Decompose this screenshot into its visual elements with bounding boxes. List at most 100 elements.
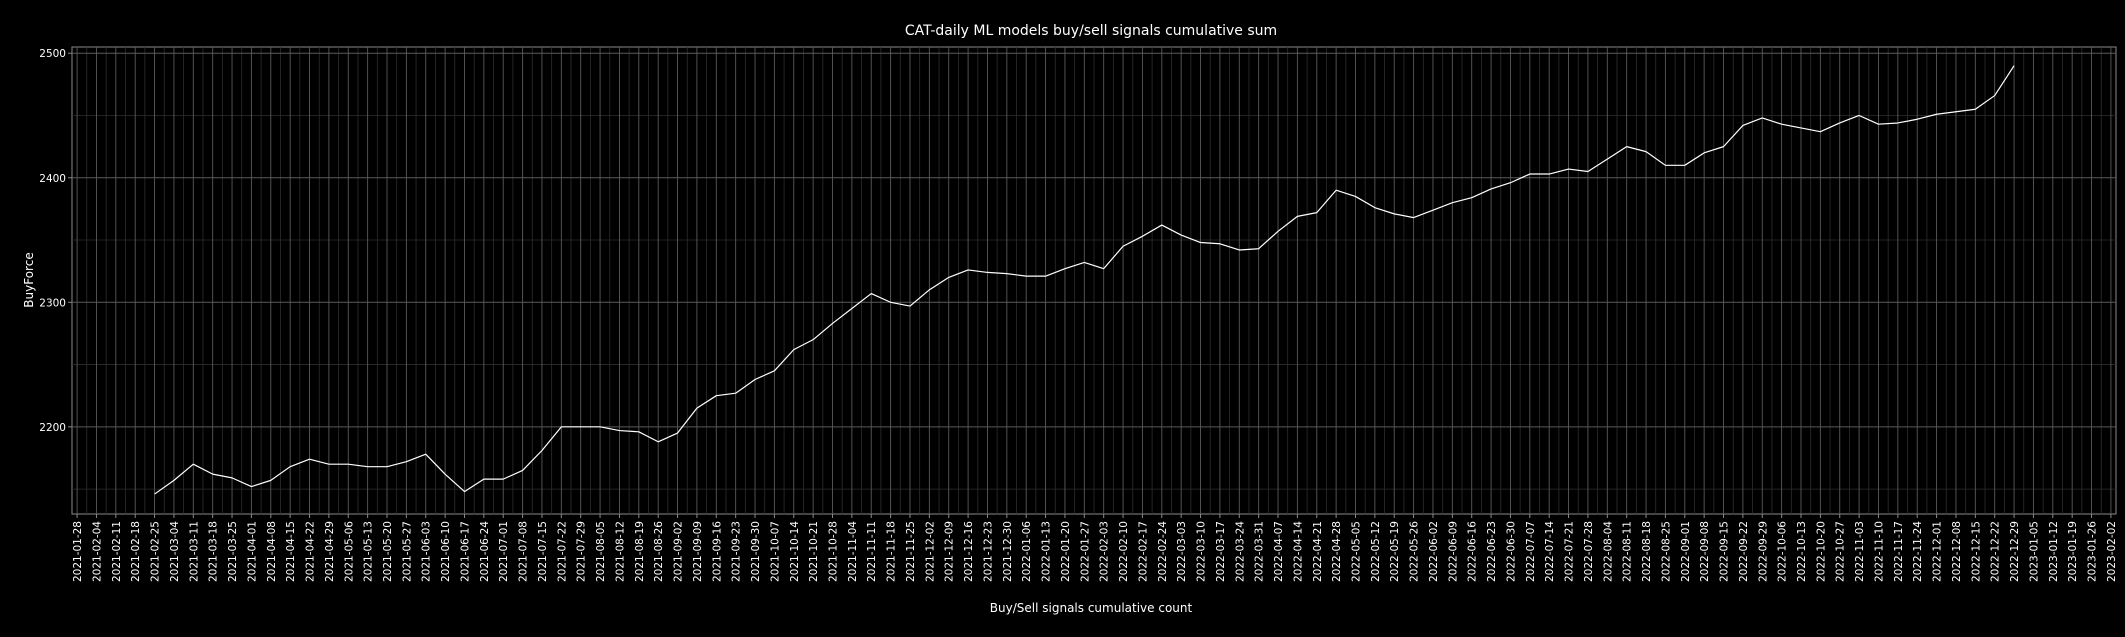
x-tick-label: 2021-09-09 <box>692 521 704 582</box>
x-tick-label: 2021-05-13 <box>363 521 375 582</box>
x-axis: 2021-01-28 2021-02-04 2021-02-11 2021-02-18… <box>72 514 2118 582</box>
x-tick-label: 2021-04-22 <box>305 521 317 582</box>
x-tick-label: 2022-02-10 <box>1118 521 1130 582</box>
y-tick-label: 2400 <box>39 173 66 185</box>
x-tick-label: 2021-11-04 <box>847 521 859 582</box>
x-tick-label: 2022-06-23 <box>1486 521 1498 582</box>
x-tick-label: 2021-09-30 <box>750 521 762 582</box>
x-tick-label: 2022-03-10 <box>1196 521 1208 582</box>
x-tick-label: 2022-03-24 <box>1234 521 1246 582</box>
x-tick-label: 2022-08-11 <box>1622 521 1634 582</box>
x-tick-label: 2022-07-28 <box>1583 521 1595 582</box>
x-tick-label: 2021-12-09 <box>944 521 956 582</box>
x-tick-label: 2021-03-11 <box>188 521 200 582</box>
y-tick-label: 2300 <box>39 297 66 309</box>
x-axis-label: Buy/Sell signals cumulative count <box>990 601 1193 615</box>
x-tick-label: 2021-09-23 <box>731 521 743 582</box>
x-tick-label: 2022-03-03 <box>1176 521 1188 582</box>
x-tick-label: 2021-12-02 <box>924 521 936 582</box>
x-tick-label: 2022-02-03 <box>1099 521 1111 582</box>
x-tick-label: 2022-07-14 <box>1544 521 1556 582</box>
x-tick-label: 2021-09-16 <box>711 521 723 582</box>
x-tick-label: 2022-05-19 <box>1389 521 1401 582</box>
x-tick-label: 2021-04-01 <box>246 521 258 582</box>
x-tick-label: 2023-01-26 <box>2087 521 2099 582</box>
x-tick-label: 2022-01-06 <box>1021 521 1033 582</box>
x-tick-label: 2022-04-07 <box>1273 521 1285 582</box>
x-tick-label: 2022-10-27 <box>1835 521 1847 582</box>
x-tick-label: 2021-06-03 <box>421 521 433 582</box>
x-tick-label: 2021-02-18 <box>130 521 142 582</box>
x-tick-label: 2022-07-07 <box>1525 521 1537 582</box>
x-tick-label: 2022-09-01 <box>1680 521 1692 582</box>
x-tick-label: 2022-03-17 <box>1215 521 1227 582</box>
x-tick-label: 2022-02-17 <box>1137 521 1149 582</box>
x-tick-label: 2021-01-28 <box>72 521 84 582</box>
major-grid <box>72 47 2116 514</box>
x-tick-label: 2022-09-08 <box>1699 521 1711 582</box>
x-tick-label: 2021-07-08 <box>518 521 530 582</box>
x-tick-label: 2021-11-25 <box>905 521 917 582</box>
x-tick-label: 2022-06-16 <box>1467 521 1479 582</box>
x-tick-label: 2021-12-16 <box>963 521 975 582</box>
x-tick-label: 2021-07-01 <box>498 521 510 582</box>
x-tick-label: 2022-06-09 <box>1447 521 1459 582</box>
x-tick-label: 2022-09-22 <box>1738 521 1750 582</box>
x-tick-label: 2023-02-02 <box>2106 521 2118 582</box>
x-tick-label: 2021-04-29 <box>324 521 336 582</box>
x-tick-label: 2022-08-18 <box>1641 521 1653 582</box>
x-tick-label: 2022-11-24 <box>1912 521 1924 582</box>
x-tick-label: 2021-02-11 <box>111 521 123 582</box>
x-tick-label: 2021-10-07 <box>769 521 781 582</box>
x-tick-label: 2021-06-17 <box>459 521 471 582</box>
x-tick-label: 2022-04-14 <box>1292 521 1304 582</box>
x-tick-label: 2022-09-29 <box>1757 521 1769 582</box>
x-tick-label: 2022-10-06 <box>1777 521 1789 582</box>
chart-title: CAT-daily ML models buy/sell signals cum… <box>905 23 1277 39</box>
x-tick-label: 2022-12-22 <box>1990 521 2002 582</box>
x-tick-label: 2021-09-02 <box>673 521 685 582</box>
x-tick-label: 2022-12-01 <box>1932 521 1944 582</box>
y-axis: 2200 2300 2400 2500 <box>39 48 72 434</box>
x-tick-label: 2022-01-13 <box>1041 521 1053 582</box>
x-tick-label: 2022-10-20 <box>1815 521 1827 582</box>
x-tick-label: 2022-02-24 <box>1157 521 1169 582</box>
x-tick-label: 2021-08-05 <box>595 521 607 582</box>
x-tick-label: 2021-10-14 <box>789 521 801 582</box>
x-tick-label: 2021-08-12 <box>614 521 626 582</box>
x-tick-label: 2022-05-26 <box>1409 521 1421 582</box>
x-tick-label: 2022-12-15 <box>1970 521 1982 582</box>
x-tick-label: 2023-01-05 <box>2028 521 2040 582</box>
x-tick-label: 2021-11-11 <box>866 521 878 582</box>
minor-grid <box>72 47 2116 514</box>
x-tick-label: 2021-07-22 <box>556 521 568 582</box>
x-tick-label: 2021-04-08 <box>266 521 278 582</box>
x-tick-label: 2021-03-18 <box>208 521 220 582</box>
x-tick-label: 2021-04-15 <box>285 521 297 582</box>
x-tick-label: 2022-08-04 <box>1602 521 1614 582</box>
x-tick-label: 2021-05-06 <box>343 521 355 582</box>
x-tick-label: 2022-11-17 <box>1893 521 1905 582</box>
x-tick-label: 2021-12-30 <box>1002 521 1014 582</box>
y-axis-label: BuyForce <box>22 252 36 307</box>
x-tick-label: 2021-06-24 <box>479 521 491 582</box>
x-tick-label: 2022-05-12 <box>1370 521 1382 582</box>
y-tick-label: 2200 <box>39 422 66 434</box>
x-tick-label: 2022-06-30 <box>1505 521 1517 582</box>
x-tick-label: 2022-08-25 <box>1660 521 1672 582</box>
x-tick-label: 2022-12-08 <box>1951 521 1963 582</box>
x-tick-label: 2021-06-10 <box>440 521 452 582</box>
x-tick-label: 2022-05-05 <box>1350 521 1362 582</box>
x-tick-label: 2022-04-28 <box>1331 521 1343 582</box>
x-tick-label: 2021-11-18 <box>886 521 898 582</box>
x-tick-label: 2023-01-12 <box>2048 521 2060 582</box>
x-tick-label: 2022-11-10 <box>1873 521 1885 582</box>
x-tick-label: 2021-03-04 <box>169 521 181 582</box>
x-tick-label: 2022-07-21 <box>1564 521 1576 582</box>
x-tick-label: 2021-03-25 <box>227 521 239 582</box>
series-layer <box>154 65 2015 495</box>
x-tick-label: 2021-10-28 <box>828 521 840 582</box>
x-tick-label: 2021-08-19 <box>634 521 646 582</box>
y-tick-label: 2500 <box>39 48 66 60</box>
